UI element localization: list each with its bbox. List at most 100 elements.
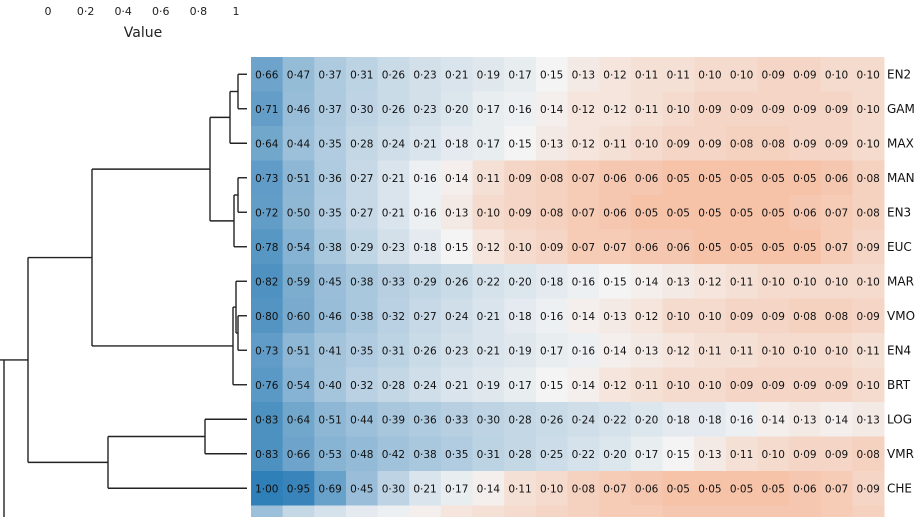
cell-value-label: 0·09: [762, 104, 785, 116]
cell-value-label: 0·07: [603, 242, 626, 254]
heatmap-cell: [852, 436, 885, 472]
heatmap-cell: [820, 298, 853, 334]
heatmap-cell: [282, 505, 315, 517]
heatmap-cell: [599, 471, 632, 506]
heatmap-cell: [599, 367, 632, 403]
cell-value-label: 0·51: [287, 173, 310, 185]
cell-value-label: 0·14: [825, 414, 849, 426]
heatmap-cell: [694, 436, 727, 472]
heatmap-cell: [630, 160, 663, 196]
heatmap-cell: [630, 229, 663, 265]
heatmap-cell: [599, 264, 632, 299]
cell-value-label: 0·14: [572, 311, 596, 323]
cell-value-label: 0·13: [603, 311, 626, 323]
cell-value-label: 0·42: [382, 449, 405, 461]
heatmap-cell: [789, 505, 822, 517]
row-label: EUC: [887, 240, 912, 254]
heatmap-cell: [757, 436, 790, 472]
heatmap-cell: [662, 505, 695, 517]
heatmap-cell: [662, 160, 695, 196]
heatmap-cell: [377, 57, 410, 92]
cell-value-label: 0·83: [255, 449, 278, 461]
cell-value-label: 0·08: [730, 138, 753, 150]
cell-value-label: 0·25: [540, 449, 563, 461]
heatmap-cell: [725, 471, 758, 506]
heatmap-cell: [757, 367, 790, 403]
cell-value-label: 0·07: [825, 242, 848, 254]
heatmap-cell: [440, 333, 474, 368]
heatmap-cell: [820, 229, 853, 265]
heatmap-cell: [725, 402, 758, 437]
heatmap-cell: [345, 505, 379, 517]
heatmap-cell: [472, 436, 505, 472]
heatmap-cell: [345, 333, 379, 368]
cell-value-label: 0·30: [382, 483, 405, 495]
cell-value-label: 0·13: [635, 345, 658, 357]
heatmap-cell: [345, 402, 379, 437]
heatmap-cell: [789, 333, 822, 368]
heatmap-cell: [314, 333, 347, 368]
row-label: EN2: [887, 67, 911, 81]
cell-value-label: 0·09: [793, 138, 816, 150]
heatmap-cell: [440, 195, 474, 230]
heatmap-cell: [852, 264, 885, 299]
heatmap-cell: [694, 402, 727, 437]
heatmap-cell: [599, 126, 632, 161]
cell-value-label: 0·28: [508, 449, 531, 461]
cell-value-label: 0·18: [413, 242, 436, 254]
legend-tick-label: 1: [233, 5, 240, 18]
heatmap-cell: [440, 91, 474, 127]
heatmap-cell: [820, 126, 853, 161]
heatmap-cell: [440, 126, 474, 161]
cell-value-label: 0·07: [572, 242, 595, 254]
heatmap-cell: [725, 367, 758, 403]
cell-value-label: 0·66: [255, 69, 279, 81]
cell-value-label: 0·69: [318, 483, 341, 495]
heatmap-cell: [567, 436, 600, 472]
heatmap-cell: [852, 229, 885, 265]
heatmap-cell: [377, 367, 410, 403]
heatmap-cell: [504, 126, 537, 161]
heatmap-cell: [725, 436, 758, 472]
heatmap-cell: [567, 402, 600, 437]
heatmap-cell: [630, 367, 663, 403]
heatmap-cell: [789, 57, 822, 92]
heatmap-cell: [282, 229, 315, 265]
cell-value-label: 0·05: [762, 207, 785, 219]
heatmap-cell: [282, 91, 315, 127]
cell-value-label: 0·23: [413, 69, 436, 81]
heatmap-cell: [345, 57, 379, 92]
cell-value-label: 0·12: [603, 69, 626, 81]
cell-value-label: 0·27: [413, 311, 436, 323]
heatmap-cell: [662, 402, 695, 437]
heatmap-cell: [789, 298, 822, 334]
heatmap-cell: [630, 126, 663, 161]
heatmap-cell: [345, 195, 379, 230]
cell-value-label: 0·16: [413, 173, 437, 185]
heatmap-cell: [725, 126, 758, 161]
cell-value-label: 0·26: [382, 69, 406, 81]
cell-value-label: 0·17: [477, 138, 500, 150]
heatmap-cell: [757, 229, 790, 265]
heatmap-cell: [757, 57, 790, 92]
cell-value-label: 0·44: [287, 138, 311, 150]
cell-value-label: 0·14: [762, 414, 786, 426]
heatmap-cell: [409, 160, 442, 196]
heatmap-cell: [567, 195, 600, 230]
cell-value-label: 0·17: [477, 104, 500, 116]
heatmap-cell: [251, 298, 284, 334]
cell-value-label: 0·21: [382, 207, 405, 219]
cell-value-label: 0·11: [635, 104, 658, 116]
cell-value-label: 0·33: [445, 414, 468, 426]
heatmap-cell: [472, 91, 505, 127]
heatmap-cell: [820, 367, 853, 403]
row-label: MAR: [887, 274, 914, 288]
cell-value-label: 0·13: [667, 276, 690, 288]
heatmap-cell: [504, 436, 537, 472]
cell-value-label: 0·07: [572, 207, 595, 219]
legend-tick-label: 0·8: [190, 5, 208, 18]
heatmap-cell: [345, 367, 379, 403]
cell-value-label: 0·44: [350, 414, 374, 426]
cell-value-label: 0·09: [540, 242, 563, 254]
